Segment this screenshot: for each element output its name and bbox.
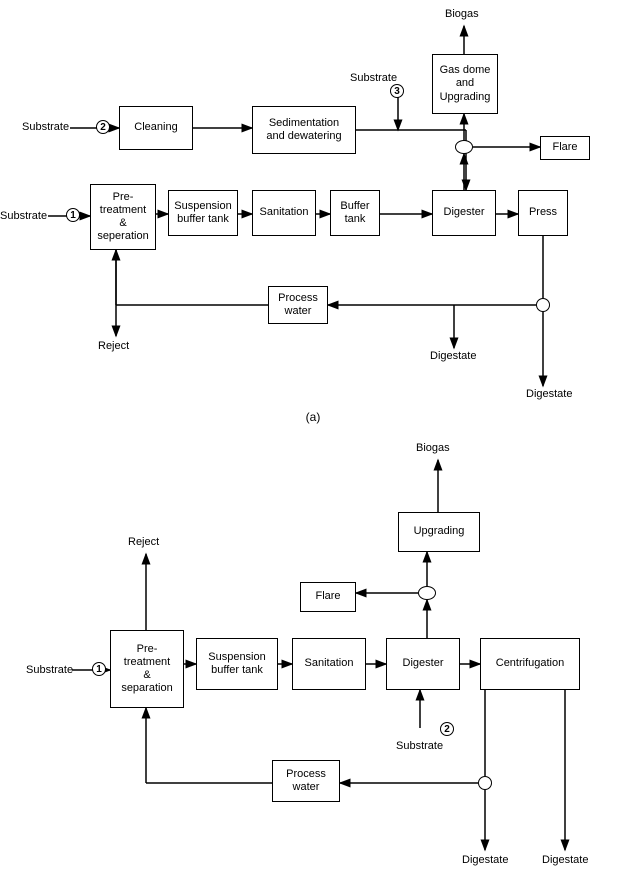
box-suspension-b: Suspension buffer tank: [196, 638, 278, 690]
diagram-b: Biogas Reject Substrate Substrate Digest…: [0, 430, 626, 886]
circle-2-b: 2: [440, 722, 454, 736]
label-digestate2-b: Digestate: [542, 854, 588, 866]
box-sedimentation: Sedimentation and dewatering: [252, 106, 356, 154]
box-buffertank: Buffer tank: [330, 190, 380, 236]
label-substrate1-a: Substrate: [0, 210, 47, 222]
box-sanitation-b: Sanitation: [292, 638, 366, 690]
circle-2-a: 2: [96, 120, 110, 134]
joint-1-b: [418, 586, 436, 600]
joint-1-a: [455, 140, 473, 154]
box-pretreat-a: Pre- treatment & seperation: [90, 184, 156, 250]
caption-a: (a): [0, 410, 626, 424]
label-biogas-a: Biogas: [445, 8, 479, 20]
box-centrifugation: Centrifugation: [480, 638, 580, 690]
box-flare-b: Flare: [300, 582, 356, 612]
joint-2-b: [478, 776, 492, 790]
joint-2-a: [536, 298, 550, 312]
label-substrate-top-a: Substrate: [350, 72, 397, 84]
label-digestate2-a: Digestate: [526, 388, 572, 400]
box-upgrading: Upgrading: [398, 512, 480, 552]
box-press: Press: [518, 190, 568, 236]
box-suspension-a: Suspension buffer tank: [168, 190, 238, 236]
box-digester-b: Digester: [386, 638, 460, 690]
circle-3-a: 3: [390, 84, 404, 98]
circle-1-a: 1: [66, 208, 80, 222]
box-sanitation-a: Sanitation: [252, 190, 316, 236]
label-digestate1-b: Digestate: [462, 854, 508, 866]
box-cleaning: Cleaning: [119, 106, 193, 150]
label-substrate-b: Substrate: [26, 664, 73, 676]
label-reject-a: Reject: [98, 340, 129, 352]
label-reject-b: Reject: [128, 536, 159, 548]
label-substrate2-b: Substrate: [396, 740, 443, 752]
label-substrate2-a: Substrate: [22, 121, 69, 133]
label-biogas-b: Biogas: [416, 442, 450, 454]
box-pretreat-b: Pre- treatment & separation: [110, 630, 184, 708]
box-processwater-a: Process water: [268, 286, 328, 324]
box-flare-a: Flare: [540, 136, 590, 160]
circle-1-b: 1: [92, 662, 106, 676]
label-digestate1-a: Digestate: [430, 350, 476, 362]
diagram-a: Biogas Substrate Substrate Substrate Rej…: [0, 0, 626, 430]
box-processwater-b: Process water: [272, 760, 340, 802]
box-digester-a: Digester: [432, 190, 496, 236]
box-gasdome: Gas dome and Upgrading: [432, 54, 498, 114]
